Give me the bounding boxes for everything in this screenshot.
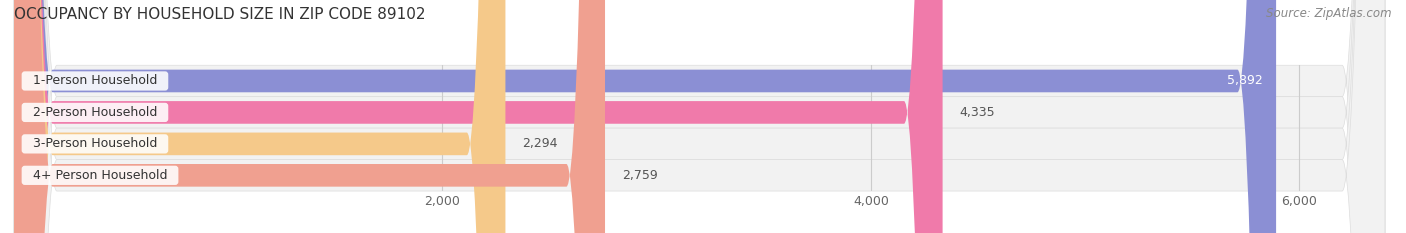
FancyBboxPatch shape — [14, 0, 1385, 233]
FancyBboxPatch shape — [14, 0, 942, 233]
Text: 4+ Person Household: 4+ Person Household — [25, 169, 176, 182]
Text: 3-Person Household: 3-Person Household — [25, 137, 165, 150]
FancyBboxPatch shape — [14, 0, 1277, 233]
FancyBboxPatch shape — [14, 0, 505, 233]
Text: 4,335: 4,335 — [960, 106, 995, 119]
Text: 2-Person Household: 2-Person Household — [25, 106, 165, 119]
Text: 2,294: 2,294 — [523, 137, 558, 150]
Text: 5,892: 5,892 — [1227, 75, 1263, 87]
FancyBboxPatch shape — [14, 0, 1385, 233]
Text: 1-Person Household: 1-Person Household — [25, 75, 165, 87]
Text: OCCUPANCY BY HOUSEHOLD SIZE IN ZIP CODE 89102: OCCUPANCY BY HOUSEHOLD SIZE IN ZIP CODE … — [14, 7, 426, 22]
FancyBboxPatch shape — [14, 0, 605, 233]
Text: 2,759: 2,759 — [623, 169, 658, 182]
FancyBboxPatch shape — [14, 0, 1385, 233]
FancyBboxPatch shape — [14, 0, 1385, 233]
Text: Source: ZipAtlas.com: Source: ZipAtlas.com — [1267, 7, 1392, 20]
